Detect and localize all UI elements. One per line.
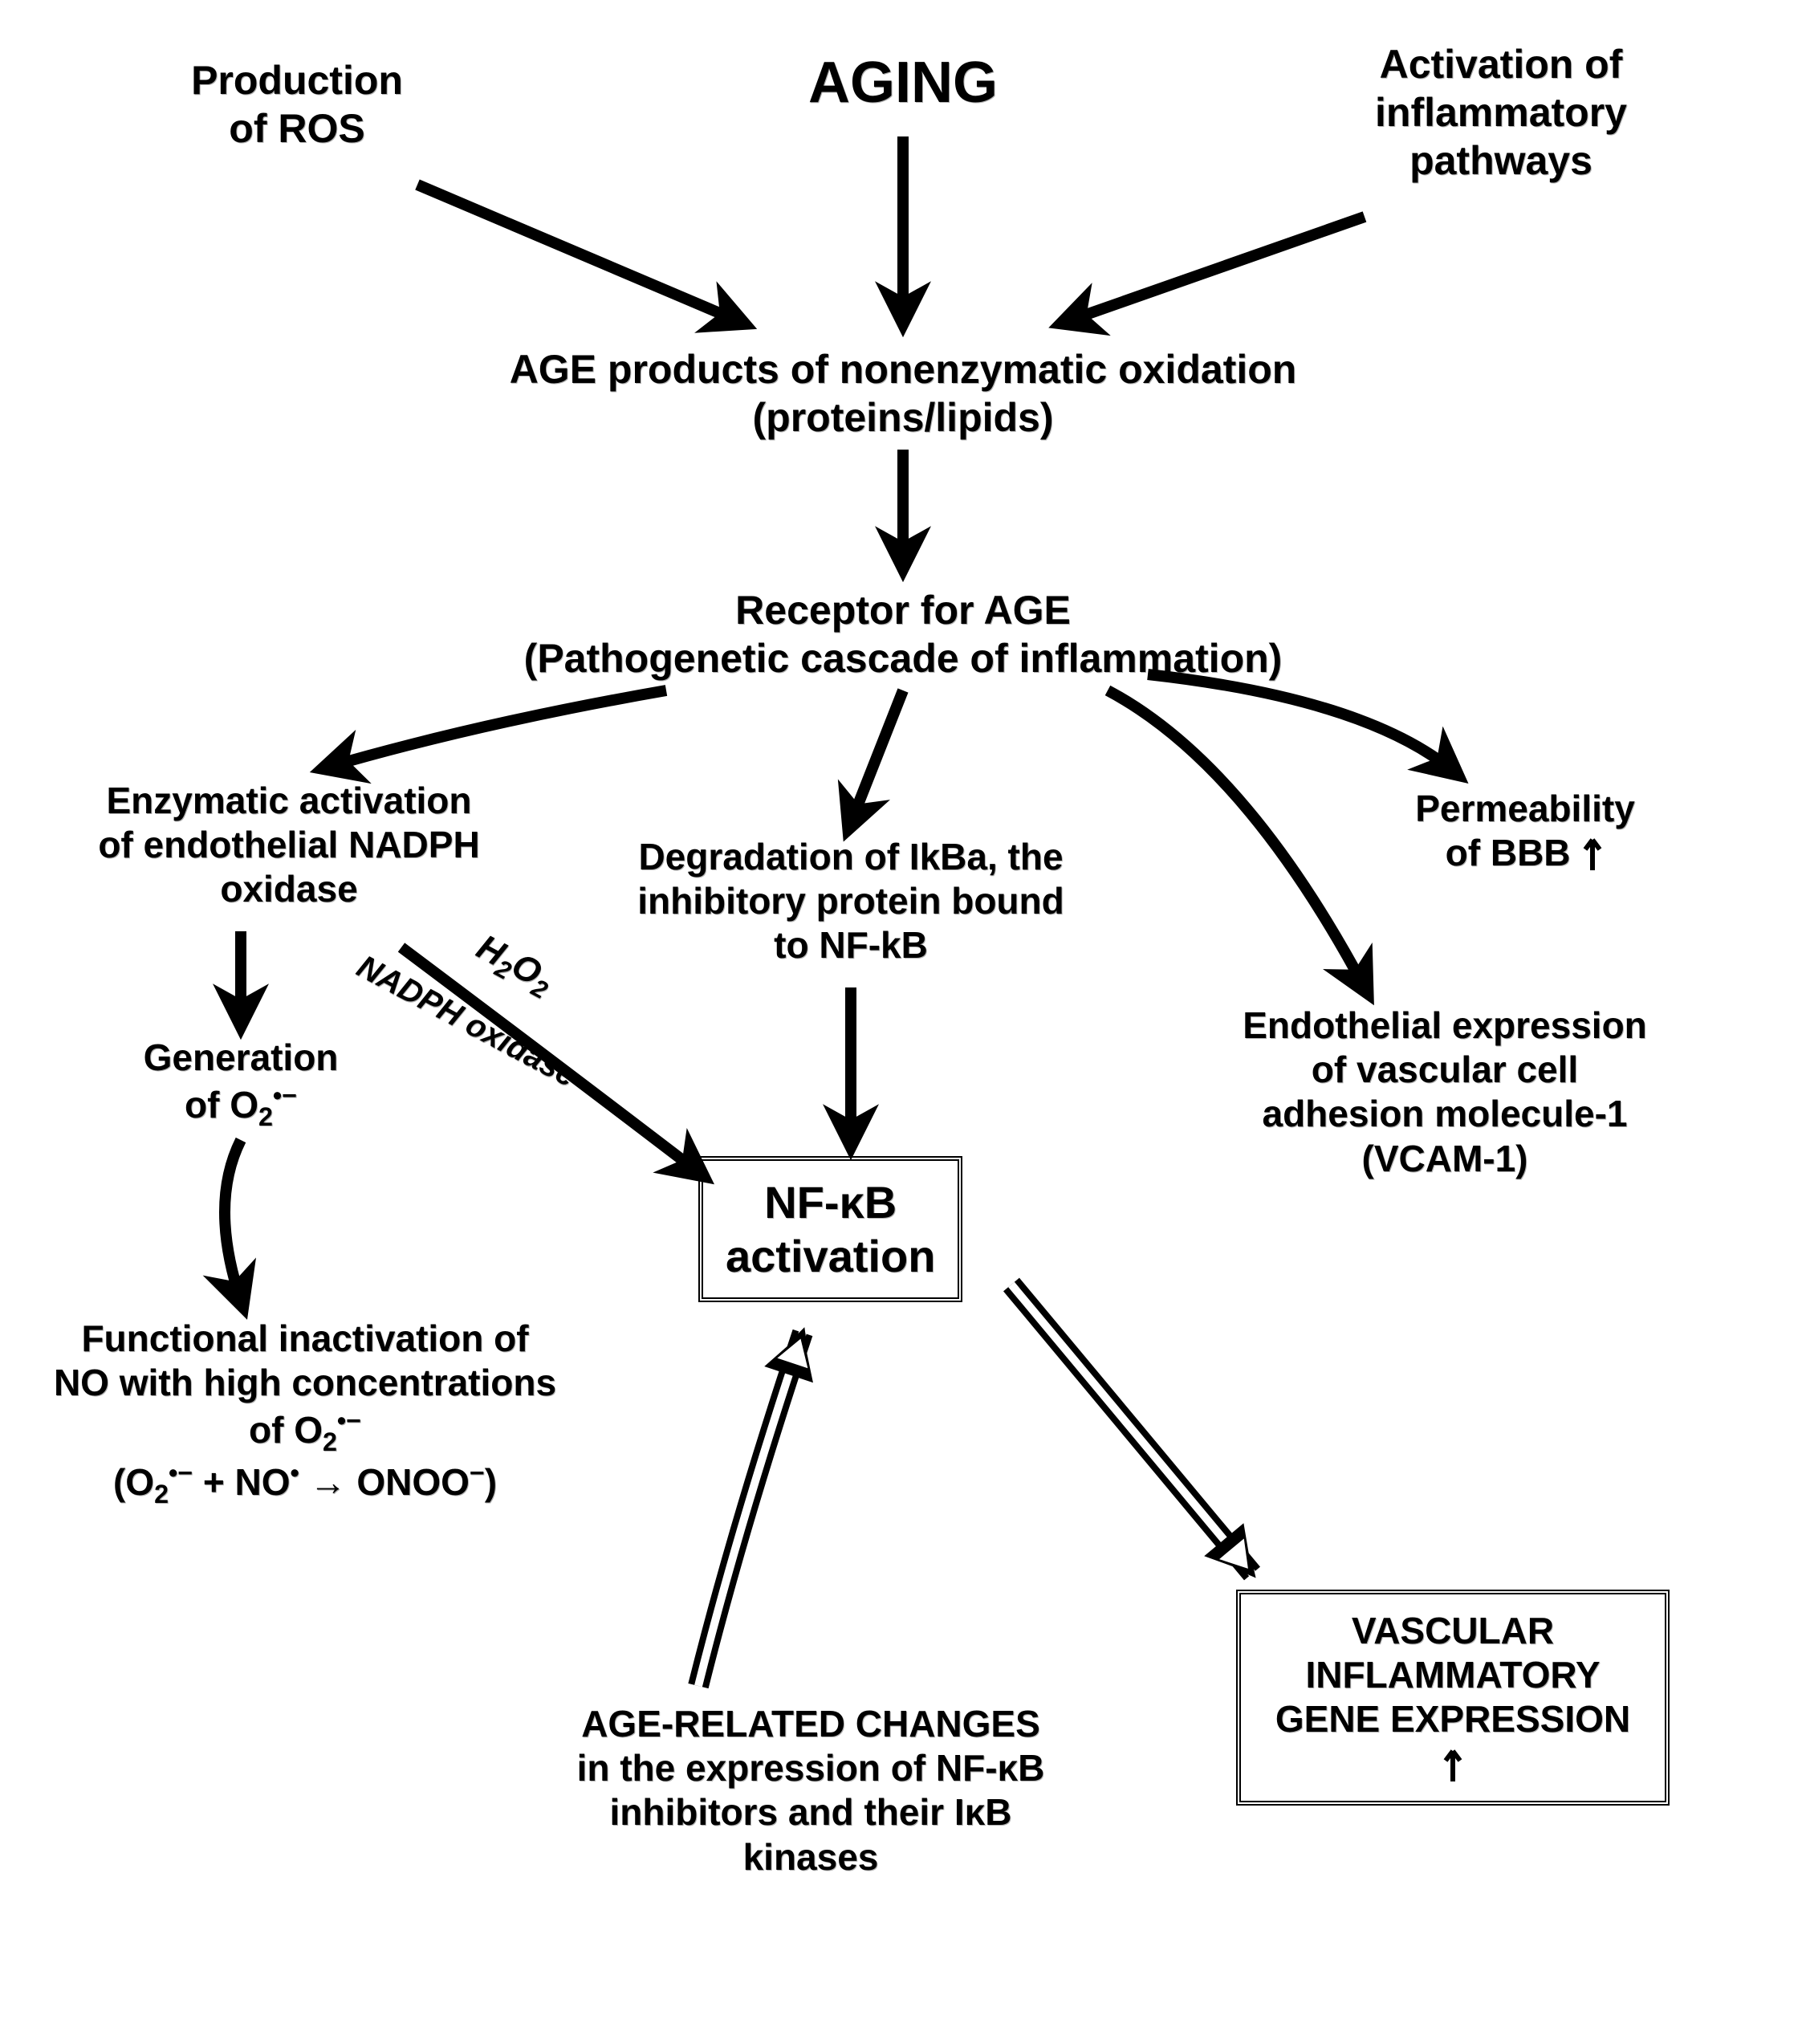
- up-arrow-icon: [1441, 1745, 1465, 1783]
- text-inflam-3: pathways: [1409, 138, 1592, 183]
- node-vcam: Endothelial expression of vascular cell …: [1220, 1004, 1670, 1181]
- node-receptor: Receptor for AGE (Pathogenetic cascade o…: [433, 586, 1373, 682]
- text-vasc-3: GENE EXPRESSION: [1275, 1698, 1630, 1740]
- text-gen-2: of O2•−: [185, 1084, 297, 1126]
- text-nadph-3: oxidase: [220, 868, 357, 910]
- node-age-products: AGE products of nonenzymatic oxidation (…: [449, 345, 1357, 442]
- text-func-4: (O2•− + NO• → ONOO−): [113, 1461, 497, 1503]
- node-aging: AGING: [791, 48, 1015, 117]
- diagram-canvas: AGING Production of ROS Activation of in…: [0, 0, 1806, 2044]
- text-ros-1: Production: [191, 58, 403, 103]
- node-ros: Production of ROS: [153, 56, 441, 153]
- node-nfkb: NF-κB activation: [698, 1156, 962, 1302]
- text-inflam-2: inflammatory: [1375, 90, 1627, 135]
- text-agerel-1: AGE-RELATED CHANGES: [581, 1703, 1040, 1745]
- text-receptor-1: Receptor for AGE: [735, 588, 1071, 633]
- text-nfkb-1: NF-κB: [764, 1177, 897, 1228]
- node-degradation: Degradation of IkBa, the inhibitory prot…: [594, 835, 1108, 968]
- text-deg-2: inhibitory protein bound: [637, 880, 1064, 922]
- text-ros-2: of ROS: [229, 106, 364, 151]
- text-vcam-2: of vascular cell: [1312, 1048, 1578, 1090]
- text-nfkb-2: activation: [726, 1231, 935, 1281]
- text-vcam-3: adhesion molecule-1: [1262, 1093, 1627, 1134]
- text-nadph-2: of endothelial NADPH: [98, 824, 479, 865]
- text-agerel-4: kinases: [743, 1836, 879, 1878]
- node-vascular: VASCULAR INFLAMMATORY GENE EXPRESSION: [1236, 1590, 1670, 1806]
- text-func-1: Functional inactivation of: [81, 1317, 528, 1359]
- text-agerel-3: inhibitors and their IκB: [610, 1791, 1012, 1833]
- up-arrow-icon: [1580, 833, 1605, 872]
- text-func-3: of O2•−: [249, 1409, 361, 1451]
- node-generation: Generation of O2•−: [112, 1036, 369, 1132]
- node-permeability: Permeability of BBB: [1381, 787, 1670, 875]
- node-nadph: Enzymatic activation of endothelial NADP…: [72, 779, 506, 912]
- text-func-2: NO with high concentrations: [54, 1362, 556, 1403]
- text-aging: AGING: [808, 51, 998, 115]
- text-vcam-4: (VCAM-1): [1362, 1138, 1528, 1179]
- text-perm-1: Permeability: [1415, 788, 1635, 829]
- edge-label-h2o2: H2O2: [468, 927, 560, 1005]
- text-ageprod-1: AGE products of nonenzymatic oxidation: [510, 347, 1297, 392]
- text-receptor-2: (Pathogenetic cascade of inflammation): [524, 636, 1283, 681]
- text-nadph-1: Enzymatic activation: [106, 780, 471, 821]
- text-deg-3: to NF-kB: [774, 924, 928, 966]
- text-deg-1: Degradation of IkBa, the: [638, 836, 1063, 877]
- text-inflam-1: Activation of: [1380, 42, 1623, 87]
- text-vcam-1: Endothelial expression: [1243, 1004, 1647, 1046]
- text-ageprod-2: (proteins/lipids): [753, 395, 1054, 440]
- text-agerel-2: in the expression of NF-κB: [577, 1747, 1045, 1789]
- text-vasc-1: VASCULAR: [1352, 1610, 1554, 1651]
- node-age-related: AGE-RELATED CHANGES in the expression of…: [546, 1702, 1076, 1879]
- node-inflam-path: Activation of inflammatory pathways: [1324, 40, 1678, 185]
- text-perm-2: of BBB: [1446, 832, 1571, 873]
- node-functional: Functional inactivation of NO with high …: [32, 1317, 578, 1510]
- text-vasc-2: INFLAMMATORY: [1305, 1654, 1600, 1696]
- text-gen-1: Generation: [144, 1036, 339, 1078]
